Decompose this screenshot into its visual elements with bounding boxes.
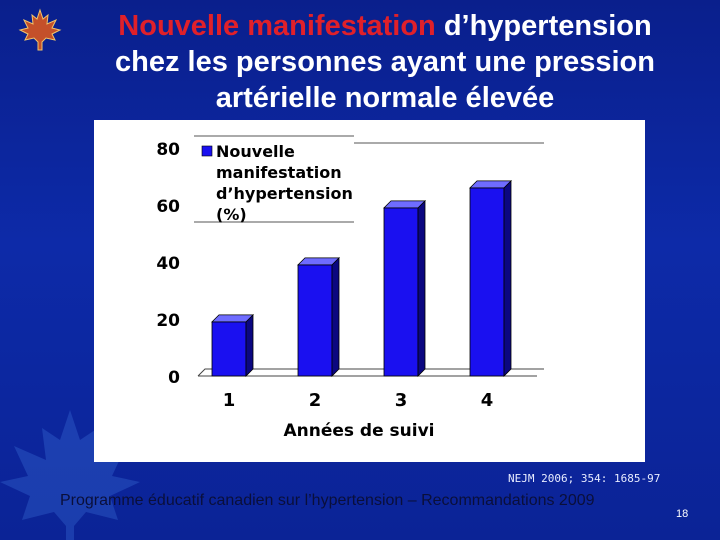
bar-side <box>503 179 512 377</box>
bar <box>297 264 333 377</box>
chart-panel: 0 20 40 60 80 1 2 3 4 Années de suivi Nouvelle mani… <box>94 120 645 462</box>
y-tick-label: 40 <box>156 254 180 274</box>
bar-top <box>297 257 340 266</box>
title-accent: Nouvelle manifestation <box>118 10 436 42</box>
title-line-2: chez les personnes ayant une pression <box>115 46 655 78</box>
legend-label-line: manifestation <box>216 163 342 182</box>
bar <box>383 207 419 377</box>
footer-text: Programme éducatif canadien sur l’hypert… <box>60 492 595 509</box>
maple-leaf-logo-icon <box>18 8 62 51</box>
source-citation: NEJM 2006; 354: 1685-97 <box>508 472 661 485</box>
slide-title: Nouvelle manifestation d’hypertension ch… <box>70 8 700 116</box>
bar <box>211 321 247 377</box>
bar-side <box>331 256 340 377</box>
title-line-1-rest: d’hypertension <box>435 10 652 42</box>
legend-label-line: Nouvelle <box>216 142 295 161</box>
bar-chart: 0 20 40 60 80 1 2 3 4 Années de suivi Nouvelle mani… <box>156 135 544 441</box>
x-tick-label: 1 <box>223 390 236 411</box>
legend-swatch <box>201 145 213 157</box>
bar-top <box>469 180 512 189</box>
background-maple-leaf-icon <box>0 410 140 540</box>
bar-top <box>211 314 254 323</box>
chart-floor-line <box>197 368 544 377</box>
x-tick-label: 2 <box>309 390 322 411</box>
bar-top <box>383 200 426 209</box>
x-tick-label: 3 <box>395 390 408 411</box>
legend-label-line: d’hypertension <box>216 184 353 203</box>
page-number: 18 <box>676 508 689 520</box>
y-tick-label: 80 <box>156 140 180 160</box>
legend-label-line: (%) <box>216 205 247 224</box>
x-axis-label: Années de suivi <box>283 421 434 441</box>
y-tick-label: 20 <box>156 311 180 331</box>
bar-side <box>417 199 426 377</box>
y-tick-label: 0 <box>168 368 180 388</box>
bar-side <box>245 313 254 377</box>
y-tick-label: 60 <box>156 197 180 217</box>
title-line-3: artérielle normale élevée <box>215 82 555 114</box>
x-tick-label: 4 <box>481 390 494 411</box>
bar <box>469 187 505 377</box>
